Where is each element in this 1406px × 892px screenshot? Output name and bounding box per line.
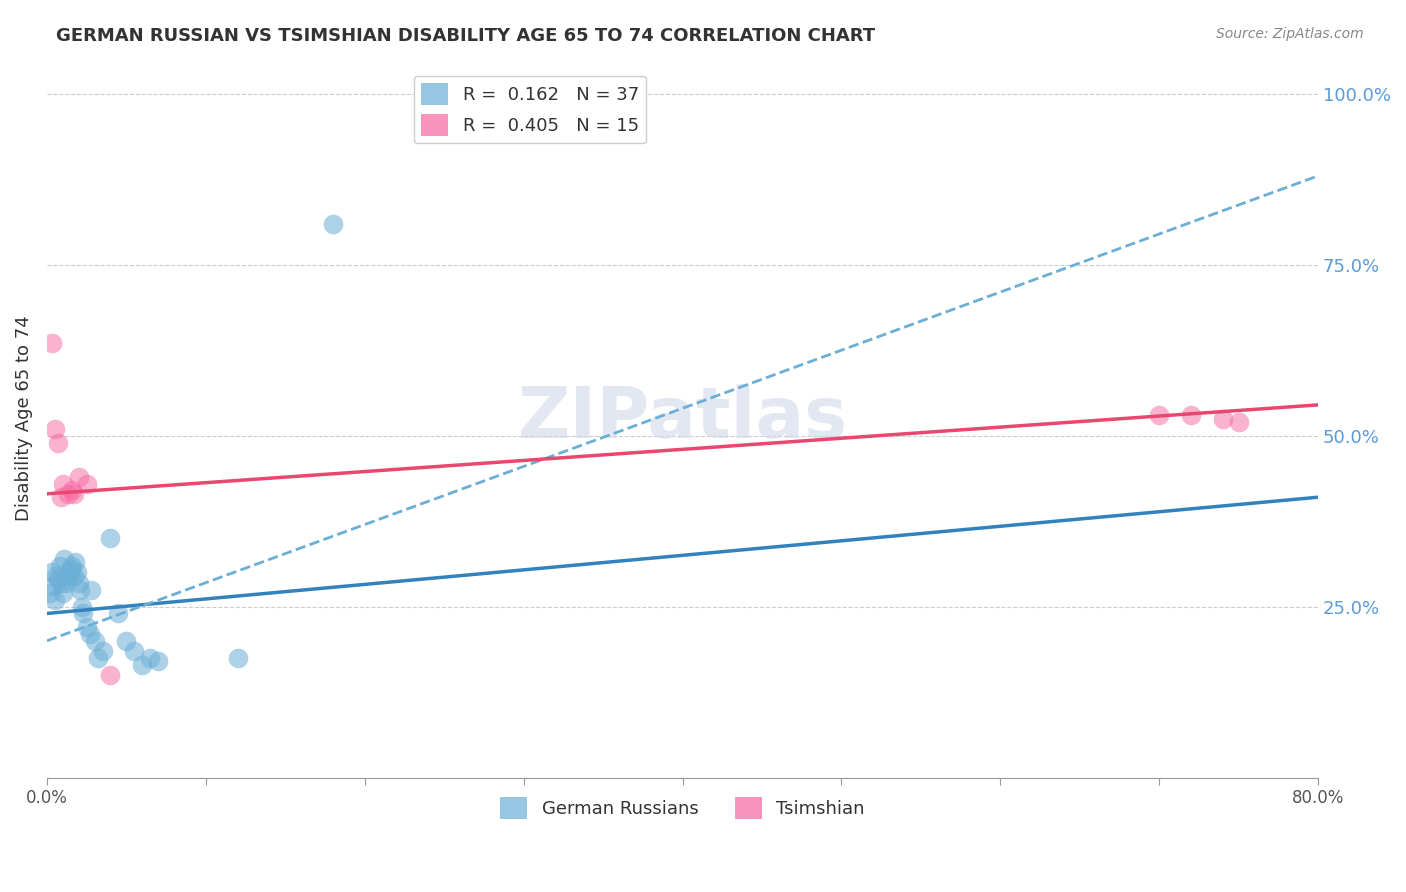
Text: GERMAN RUSSIAN VS TSIMSHIAN DISABILITY AGE 65 TO 74 CORRELATION CHART: GERMAN RUSSIAN VS TSIMSHIAN DISABILITY A… — [56, 27, 876, 45]
Point — [52, 476, 75, 491]
Point — [1212, 411, 1234, 425]
Point — [48, 558, 70, 573]
Point — [41, 566, 63, 580]
Point — [1180, 408, 1202, 422]
Y-axis label: Disability Age 65 to 74: Disability Age 65 to 74 — [15, 316, 32, 522]
Point — [67, 469, 90, 483]
Point — [56, 569, 79, 583]
Point — [80, 582, 103, 597]
Point — [139, 651, 162, 665]
Point — [52, 586, 75, 600]
Point — [60, 483, 83, 498]
Point — [72, 607, 94, 621]
Point — [226, 651, 249, 665]
Point — [51, 575, 73, 590]
Point — [56, 487, 79, 501]
Point — [1227, 415, 1250, 429]
Point — [46, 572, 69, 586]
Point — [51, 490, 73, 504]
Point — [100, 531, 122, 545]
Point — [44, 592, 66, 607]
Point — [115, 633, 138, 648]
Point — [63, 487, 86, 501]
Text: Source: ZipAtlas.com: Source: ZipAtlas.com — [1216, 27, 1364, 41]
Point — [1147, 408, 1170, 422]
Point — [45, 569, 67, 583]
Point — [131, 657, 153, 672]
Point — [107, 607, 129, 621]
Point — [46, 435, 69, 450]
Point — [91, 644, 114, 658]
Point — [100, 668, 122, 682]
Point — [44, 422, 66, 436]
Point — [322, 217, 344, 231]
Point — [67, 575, 90, 590]
Point — [58, 566, 80, 580]
Point — [79, 627, 101, 641]
Point — [146, 654, 169, 668]
Point — [76, 620, 98, 634]
Point — [87, 651, 110, 665]
Point — [39, 586, 62, 600]
Point — [65, 555, 87, 569]
Legend: German Russians, Tsimshian: German Russians, Tsimshian — [494, 789, 872, 826]
Point — [55, 575, 77, 590]
Point — [59, 562, 82, 576]
Point — [41, 336, 63, 351]
Point — [83, 633, 105, 648]
Point — [70, 599, 93, 614]
Point — [76, 476, 98, 491]
Point — [63, 569, 86, 583]
Point — [53, 551, 76, 566]
Point — [66, 566, 89, 580]
Point — [69, 582, 91, 597]
Point — [60, 558, 83, 573]
Point — [42, 579, 65, 593]
Point — [124, 644, 146, 658]
Text: ZIPatlas: ZIPatlas — [517, 384, 848, 453]
